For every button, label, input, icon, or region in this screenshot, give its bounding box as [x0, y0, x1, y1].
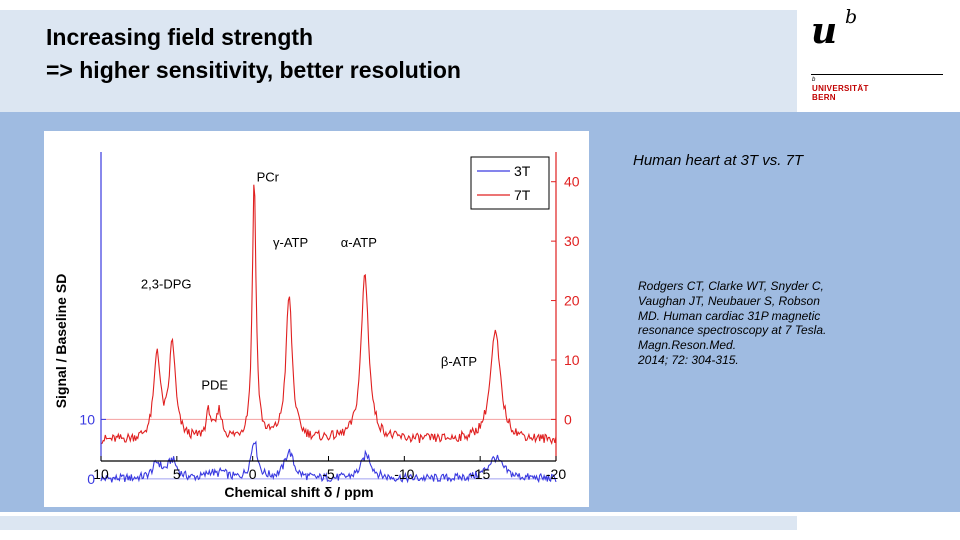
x-tick-label: -15 — [470, 466, 490, 482]
reference-line: Vaughan JT, Neubauer S, Robson — [638, 293, 820, 308]
x-tick-label: -20 — [546, 466, 566, 482]
right-tick-label: 0 — [564, 411, 572, 427]
logo-superscript-b: b — [845, 6, 858, 28]
logo-small-b: b — [812, 77, 816, 83]
slide-title-line-1: Increasing field strength — [46, 24, 314, 50]
peak-annotation: 2,3-DPG — [141, 277, 192, 292]
x-axis-label: Chemical shift δ / ppm — [224, 484, 373, 500]
right-tick-label: 20 — [564, 293, 580, 309]
x-tick-label: 0 — [249, 466, 257, 482]
logo-name: UNIVERSITÄT BERN — [812, 84, 869, 102]
peak-annotation: PDE — [201, 378, 228, 393]
spectrum-chart-panel: 10 5 0 -5 -10 -15 -20 0 10 20 30 40 0 10 2,3-DPG PDE PC… — [44, 131, 589, 507]
reference-line: Rodgers CT, Clarke WT, Snyder C, — [638, 279, 824, 293]
logo-rule — [811, 74, 943, 75]
footer-band — [0, 516, 797, 530]
legend: 3T 7T — [470, 156, 550, 210]
peak-annotation: PCr — [257, 170, 280, 185]
x-tick-label: 5 — [173, 466, 181, 482]
series-line-7t — [100, 184, 557, 446]
logo-letter-u: u — [811, 10, 838, 52]
legend-label-3t: 3T — [514, 163, 531, 179]
right-tick-label: 40 — [564, 174, 580, 190]
logo-line-1: UNIVERSITÄT — [812, 84, 869, 93]
logo-line-2: BERN — [812, 93, 836, 102]
caption: Human heart at 3T vs. 7T — [633, 152, 804, 169]
x-tick-label: -5 — [322, 466, 335, 482]
reference-line: MD. Human cardiac 31P magnetic — [638, 308, 821, 323]
reference-line: Magn.Reson.Med. — [638, 338, 737, 353]
x-tick-label: 10 — [93, 466, 109, 482]
series-line-3t — [100, 440, 557, 484]
reference-line: 2014; 72: 304-315. — [638, 352, 739, 367]
y-axis-label: Signal / Baseline SD — [53, 274, 69, 409]
peak-annotation: γ-ATP — [273, 235, 308, 250]
slide-title-line-2: => higher sensitivity, better resolution — [46, 57, 461, 83]
peak-annotation: α-ATP — [341, 235, 377, 250]
legend-label-7t: 7T — [514, 187, 531, 203]
reference-citation: Rodgers CT, Clarke WT, Snyder C, Vaughan… — [638, 279, 898, 368]
x-tick-label: -10 — [394, 466, 414, 482]
peak-annotation: β-ATP — [441, 354, 477, 369]
right-tick-label: 10 — [564, 352, 580, 368]
reference-line: resonance spectroscopy at 7 Tesla. — [638, 323, 827, 338]
left-tick-label: 0 — [87, 471, 95, 487]
right-tick-label: 30 — [564, 233, 580, 249]
university-logo: u b b UNIVERSITÄT BERN — [805, 0, 960, 112]
left-tick-label: 10 — [79, 411, 95, 427]
header-band — [0, 10, 797, 112]
